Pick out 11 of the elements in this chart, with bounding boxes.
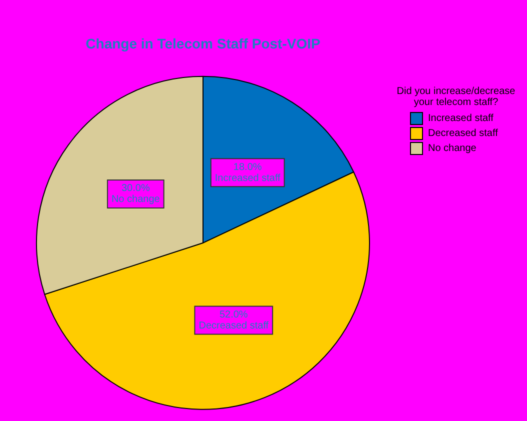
legend-label: Increased staff: [428, 113, 494, 124]
slice-label: No change: [111, 194, 160, 206]
legend-label: No change: [428, 143, 476, 154]
slice-label: Increased staff: [214, 172, 281, 184]
data-label: 30.0%: [121, 183, 150, 194]
chart-title: Change in Telecom Staff Post-VOIP: [86, 35, 320, 52]
data-label: 18.0%: [233, 162, 262, 173]
data-label: 52.0%: [219, 310, 248, 321]
slice-label: Decreased staff: [198, 320, 269, 332]
legend-label: Decreased staff: [428, 128, 498, 139]
legend-title: Did you increase/decrease your telecom staff?: [396, 86, 516, 108]
